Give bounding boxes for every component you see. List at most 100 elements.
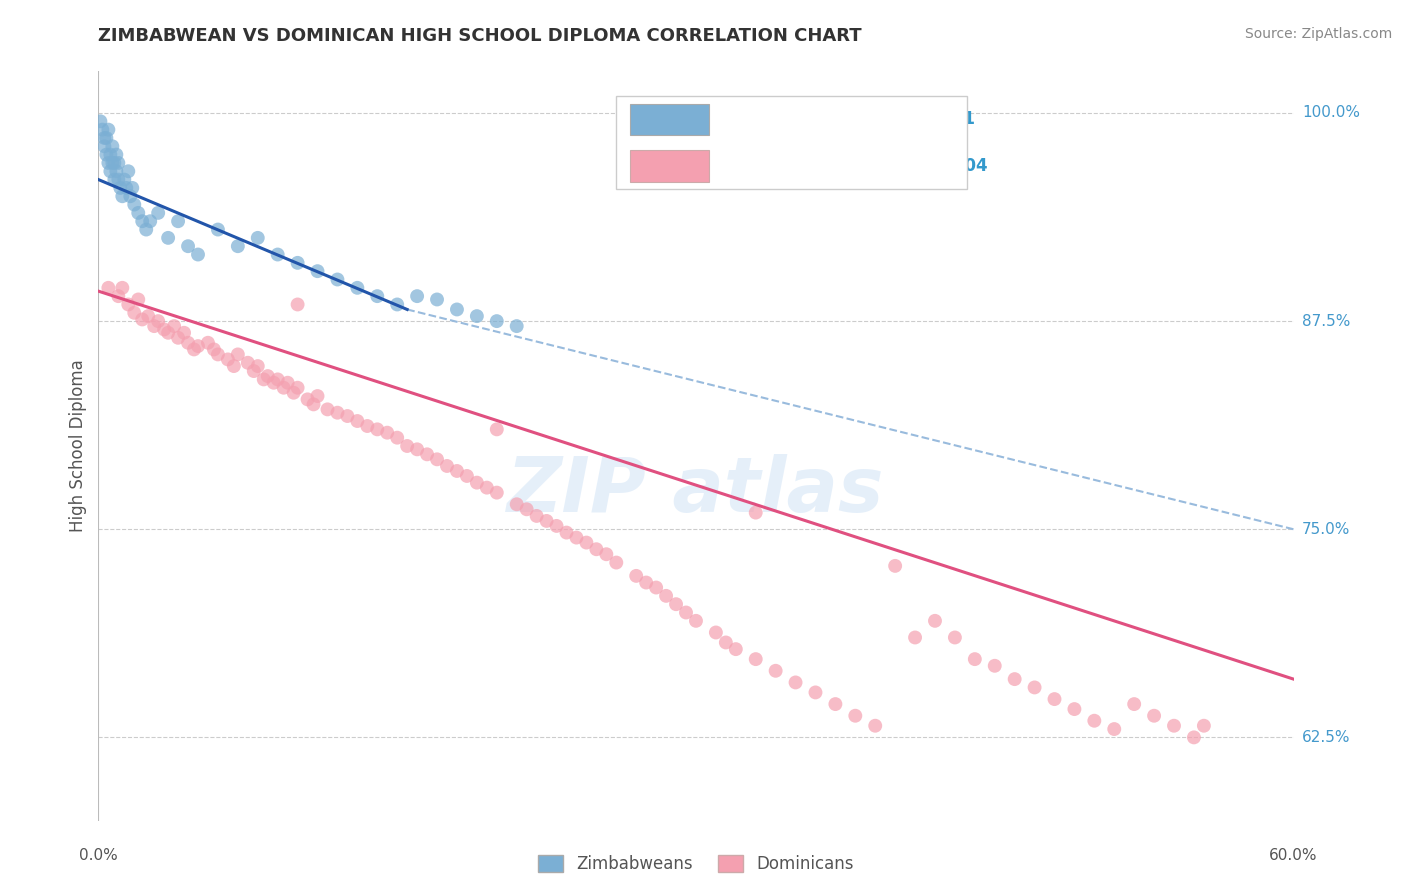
Point (173, 326, 195, 340)
Point (103, 156, 125, 170)
Point (385, 297, 409, 311)
Point (96, 131, 118, 145)
Point (287, 256, 309, 270)
Point (475, 481, 498, 495)
Point (375, 425, 398, 440)
Point (202, 343, 225, 357)
Point (526, 508, 548, 523)
Y-axis label: High School Diploma: High School Diploma (69, 359, 87, 533)
Point (485, 422, 508, 436)
Point (246, 359, 269, 373)
Point (217, 352, 239, 367)
Point (824, 697, 846, 711)
Point (307, 264, 329, 278)
Legend: Zimbabweans, Dominicans: Zimbabweans, Dominicans (531, 848, 860, 880)
Point (485, 485, 508, 500)
Point (595, 547, 617, 561)
Point (273, 381, 295, 395)
Point (804, 685, 827, 699)
Point (283, 385, 305, 400)
Point (346, 414, 368, 428)
Point (115, 181, 138, 195)
Point (1102, 722, 1125, 736)
Point (105, 164, 128, 178)
Point (446, 302, 468, 317)
Point (89, 114, 111, 128)
Point (177, 239, 200, 253)
Point (336, 409, 359, 423)
Point (536, 514, 558, 528)
Point (1123, 697, 1146, 711)
Point (111, 281, 134, 295)
Point (267, 247, 290, 261)
Point (655, 589, 678, 603)
Point (385, 431, 409, 445)
Point (844, 708, 866, 723)
Point (605, 556, 627, 570)
Point (506, 319, 529, 334)
Point (685, 614, 707, 628)
Point (167, 214, 190, 228)
Point (187, 247, 209, 261)
Point (724, 642, 747, 657)
Point (98, 147, 122, 161)
Text: 75.0%: 75.0% (1302, 522, 1350, 537)
Point (636, 575, 658, 590)
Point (148, 314, 170, 328)
Point (103, 172, 125, 186)
Point (1043, 692, 1066, 706)
Point (287, 381, 309, 395)
Point (183, 343, 205, 357)
Point (745, 652, 768, 666)
Point (197, 335, 219, 350)
Point (105, 147, 128, 161)
Text: ZIMBABWEAN VS DOMINICAN HIGH SCHOOL DIPLOMA CORRELATION CHART: ZIMBABWEAN VS DOMINICAN HIGH SCHOOL DIPL… (98, 27, 862, 45)
Point (111, 189, 134, 203)
Point (112, 172, 135, 186)
Point (101, 139, 124, 153)
Point (436, 458, 458, 473)
Point (222, 359, 245, 373)
Point (506, 497, 529, 511)
Point (1182, 731, 1205, 745)
Point (963, 652, 986, 666)
Point (163, 319, 186, 334)
Point (884, 558, 907, 573)
Point (236, 356, 259, 370)
Point (97, 156, 120, 170)
Point (226, 347, 249, 361)
Point (426, 452, 449, 467)
Point (207, 347, 229, 361)
Point (226, 239, 249, 253)
Point (101, 156, 124, 170)
Point (135, 222, 157, 236)
Point (91, 122, 114, 136)
Point (326, 272, 349, 286)
Point (485, 314, 508, 328)
Point (1083, 714, 1105, 728)
Point (326, 406, 349, 420)
Point (406, 289, 429, 303)
Point (93, 139, 115, 153)
Point (624, 569, 647, 583)
Point (714, 635, 737, 649)
Text: ZIP atlas: ZIP atlas (508, 454, 884, 528)
Point (665, 597, 688, 611)
Point (120, 189, 142, 203)
Point (863, 719, 886, 733)
Point (207, 222, 229, 236)
Point (426, 293, 449, 307)
Point (396, 439, 419, 453)
Point (177, 335, 200, 350)
Point (127, 293, 149, 307)
Point (153, 322, 176, 336)
Point (316, 402, 339, 417)
Point (546, 519, 568, 533)
Point (1024, 681, 1046, 695)
Point (246, 231, 269, 245)
Point (117, 164, 139, 178)
Point (97, 281, 120, 295)
Point (924, 614, 946, 628)
Point (148, 206, 170, 220)
Point (297, 392, 319, 407)
